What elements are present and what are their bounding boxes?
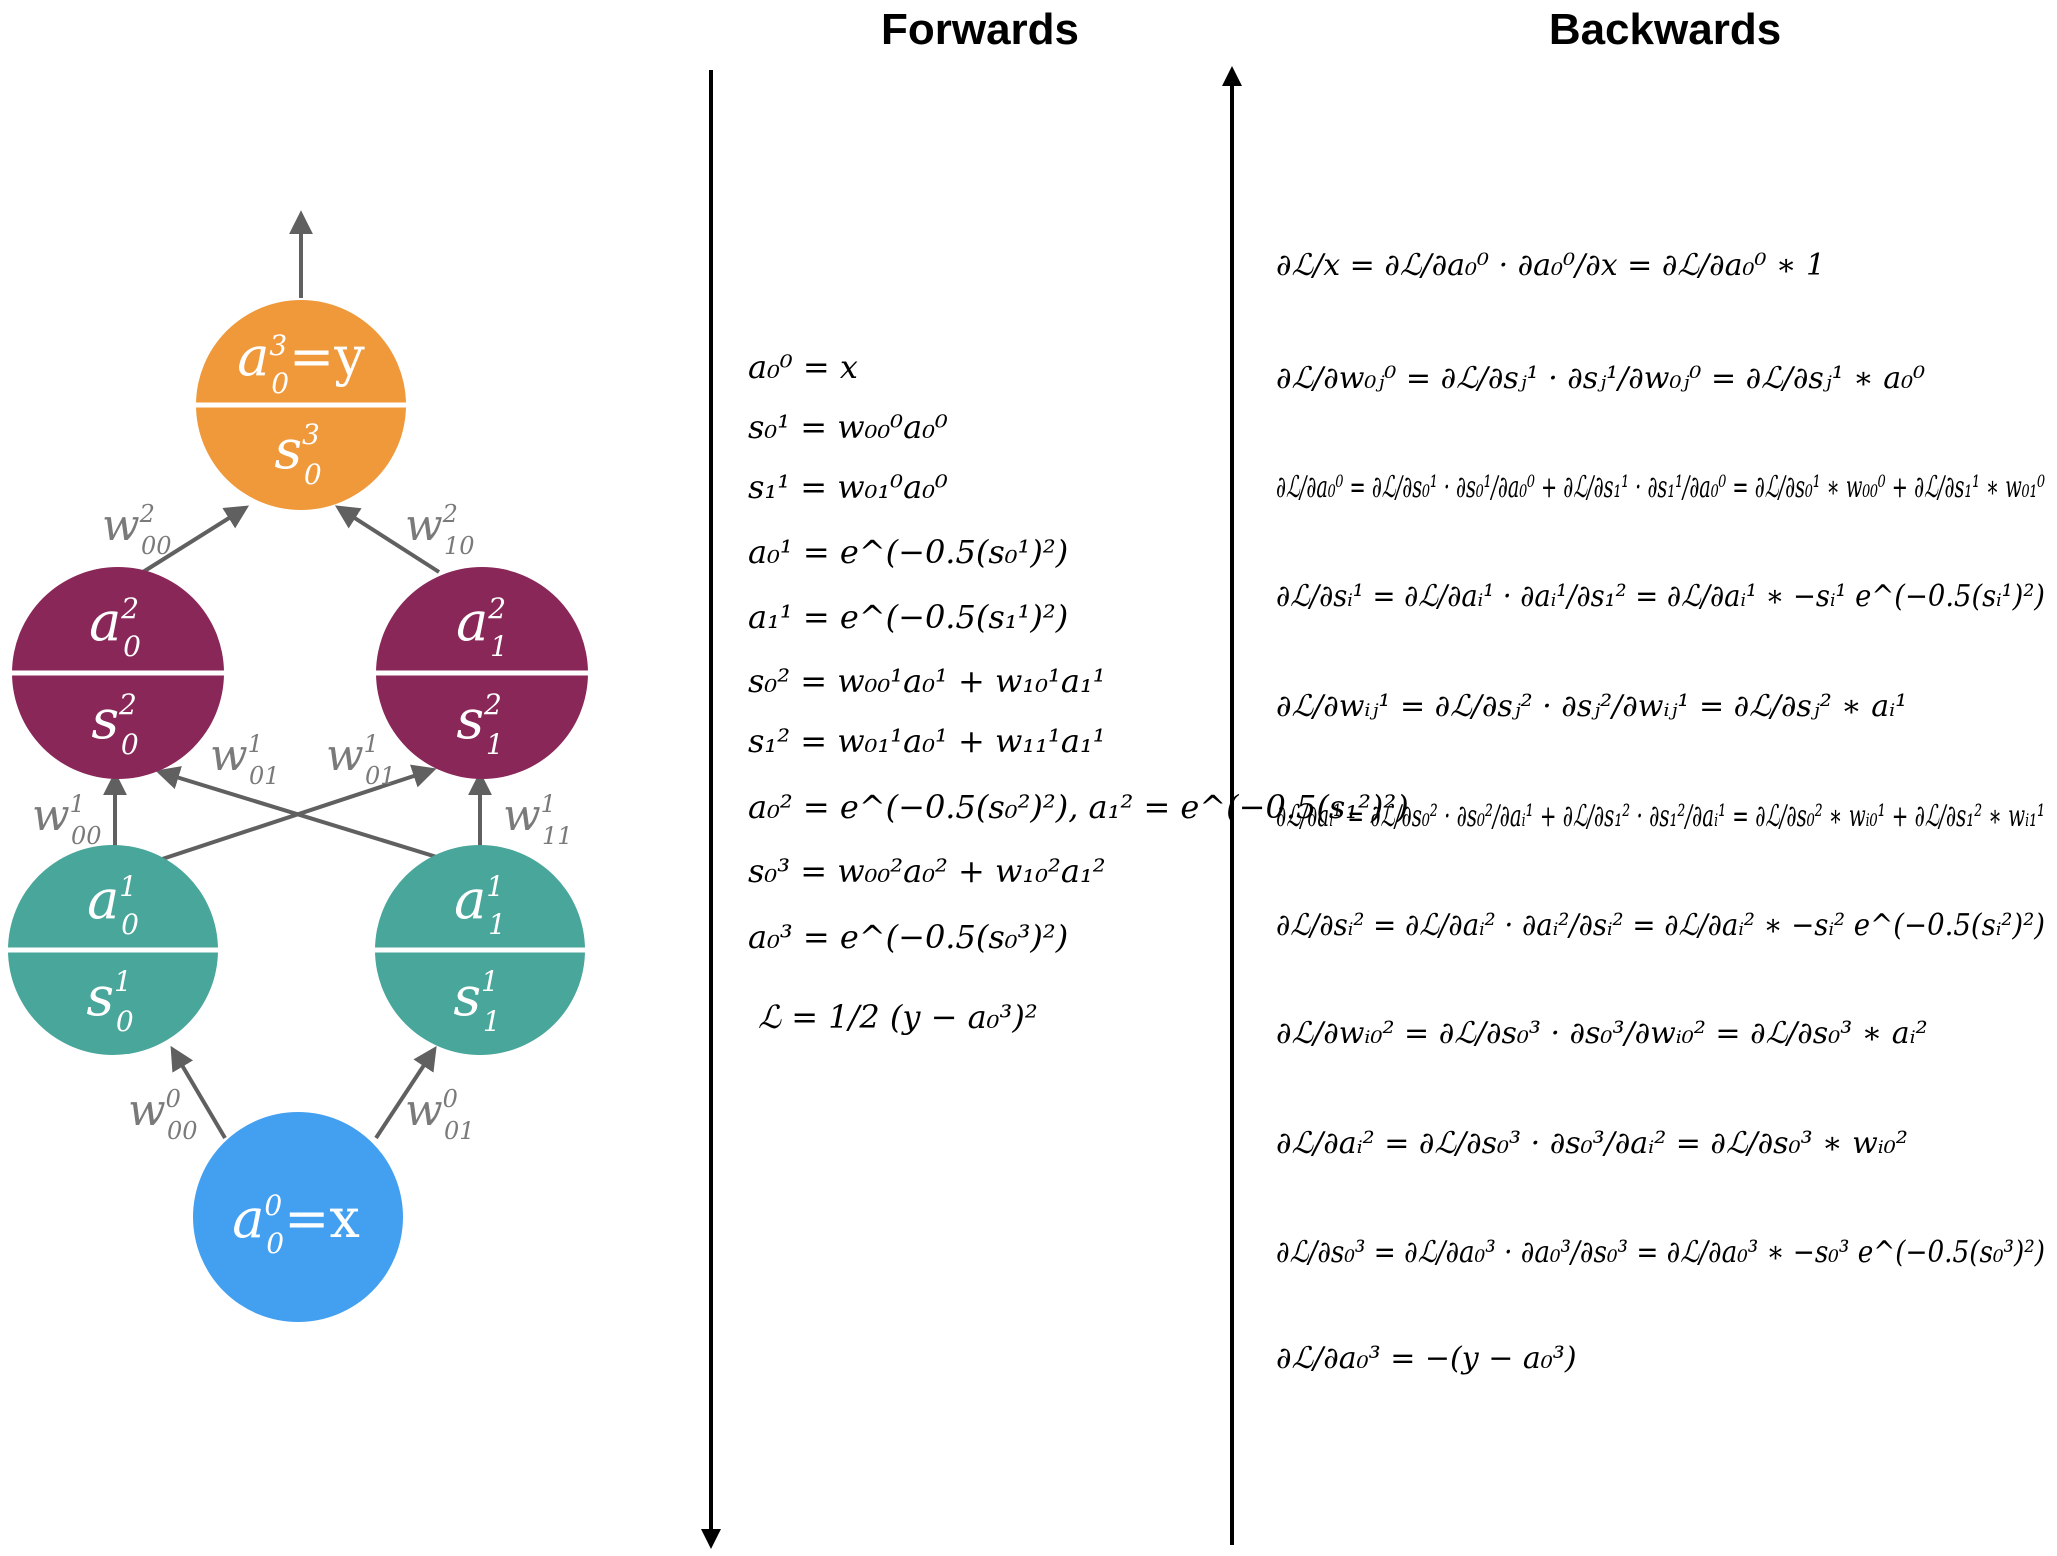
backwards-header: Backwards: [1549, 5, 1781, 54]
forward-equation: a₁¹ = e^(−0.5(s₁¹)²): [748, 598, 1068, 636]
backward-equation: ∂ℒ/∂aᵢ² = ∂ℒ/∂s₀³ · ∂s₀³/∂aᵢ² = ∂ℒ/∂s₀³ …: [1276, 1126, 1908, 1161]
backward-equation: ∂ℒ/∂wᵢ₀² = ∂ℒ/∂s₀³ · ∂s₀³/∂wᵢ₀² = ∂ℒ/∂s₀…: [1276, 1016, 1928, 1051]
forward-equation: s₁² = w₀₁¹a₀¹ + w₁₁¹a₁¹: [748, 722, 1106, 760]
forward-equations: a₀⁰ = x s₀¹ = w₀₀⁰a₀⁰ s₁¹ = w₀₁⁰a₀⁰ a₀¹ …: [748, 348, 1409, 1036]
edge-in-to-h1-0: [170, 1045, 227, 1140]
weight-label-w0-00: w0 00: [128, 1085, 198, 1145]
weight-label-w2-00: w2 00: [102, 500, 172, 560]
forward-equation: s₁¹ = w₀₁⁰a₀⁰: [748, 468, 948, 506]
backward-equation: ∂ℒ/∂w₀ⱼ⁰ = ∂ℒ/∂sⱼ¹ · ∂sⱼ¹/∂w₀ⱼ⁰ = ∂ℒ/∂sⱼ…: [1276, 361, 1925, 396]
forward-equation: a₀⁰ = x: [748, 348, 858, 386]
node-input: a0 0=x: [193, 1112, 403, 1322]
svg-text:s20: s2 0: [91, 688, 138, 761]
forward-equation: a₀² = e^(−0.5(s₀²)²), a₁² = e^(−0.5(s₁²)…: [748, 788, 1409, 826]
svg-text:a21: a2 1: [456, 590, 508, 663]
edge-in-to-h1-1: [374, 1045, 437, 1140]
edge-h1-1-to-h2-0: [155, 766, 441, 860]
forward-equation: ℒ = 1/2 (y − a₀³)²: [758, 998, 1038, 1036]
node-hidden2-1: a2 1 s2 1: [376, 567, 588, 779]
backward-equation: ∂ℒ/∂a₀⁰ = ∂ℒ/∂s₀¹ · ∂s₀¹/∂a₀⁰ + ∂ℒ/∂s₁¹ …: [1276, 470, 2045, 505]
svg-text:s21: s2 1: [456, 688, 503, 761]
forwards-header: Forwards: [881, 5, 1079, 54]
svg-text:a20: a2 0: [89, 590, 141, 663]
edge-h2-1-to-out: [334, 505, 441, 574]
svg-text:s10: s1 0: [86, 965, 133, 1038]
weight-label-w0-01: w0 01: [405, 1085, 475, 1145]
backward-equation: ∂ℒ/∂wᵢⱼ¹ = ∂ℒ/∂sⱼ² · ∂sⱼ²/∂wᵢⱼ¹ = ∂ℒ/∂sⱼ…: [1276, 689, 1907, 724]
forward-equation: s₀² = w₀₀¹a₀¹ + w₁₀¹a₁¹: [748, 662, 1106, 700]
backward-equation: ∂ℒ/∂sᵢ² = ∂ℒ/∂aᵢ² · ∂aᵢ²/∂sᵢ² = ∂ℒ/∂aᵢ² …: [1276, 908, 2045, 943]
svg-text:s30: s3 0: [274, 418, 321, 491]
forward-equation: s₀¹ = w₀₀⁰a₀⁰: [748, 408, 948, 446]
svg-text:a11: a1 1: [454, 868, 506, 941]
svg-text:s11: s1 1: [453, 965, 500, 1038]
forward-equation: a₀³ = e^(−0.5(s₀³)²): [748, 918, 1068, 956]
backward-equation: ∂ℒ/∂s₀³ = ∂ℒ/∂a₀³ · ∂a₀³/∂s₀³ = ∂ℒ/∂a₀³ …: [1276, 1235, 2045, 1270]
node-hidden1-0: a1 0 s1 0: [8, 845, 218, 1055]
backward-equation: ∂ℒ/∂sᵢ¹ = ∂ℒ/∂aᵢ¹ · ∂aᵢ¹/∂s₁² = ∂ℒ/∂aᵢ¹ …: [1276, 579, 2045, 614]
weight-label-w1-01-a: w1 01: [210, 730, 280, 790]
weight-label-w1-11: w1 11: [503, 790, 573, 850]
backward-equation: ∂ℒ/∂aᵢ¹ = ∂ℒ/∂s₀² · ∂s₀²/∂aᵢ¹ + ∂ℒ/∂s₁² …: [1276, 799, 2045, 834]
node-output: a3 0=y s3 0: [196, 300, 406, 510]
forward-equation: s₀³ = w₀₀²a₀² + w₁₀²a₁²: [748, 852, 1106, 890]
edge-h1-0-to-h2-1: [134, 764, 437, 870]
backward-equation: ∂ℒ/∂a₀³ = −(y − a₀³): [1276, 1341, 1577, 1376]
svg-text:a30=y: a3 0=y: [237, 325, 365, 400]
node-hidden1-1: a1 1 s1 1: [375, 845, 585, 1055]
node-hidden2-0: a2 0 s2 0: [12, 567, 224, 779]
edge-h2-0-to-out: [141, 505, 250, 574]
backward-equation: ∂ℒ/x = ∂ℒ/∂a₀⁰ · ∂a₀⁰/∂x = ∂ℒ/∂a₀⁰ ∗ 1: [1276, 248, 1825, 283]
weight-label-w2-10: w2 10: [405, 500, 475, 560]
network-edges: [103, 210, 492, 1140]
weight-label-w1-00: w1 00: [32, 790, 102, 850]
weight-label-w1-01-b: w1 01: [326, 730, 396, 790]
backward-equations: ∂ℒ/x = ∂ℒ/∂a₀⁰ · ∂a₀⁰/∂x = ∂ℒ/∂a₀⁰ ∗ 1 ∂…: [1276, 248, 2045, 1376]
forward-equation: a₀¹ = e^(−0.5(s₀¹)²): [748, 533, 1068, 571]
svg-text:a10: a1 0: [87, 868, 139, 941]
svg-text:a00=x: a0 0=x: [232, 1187, 360, 1260]
